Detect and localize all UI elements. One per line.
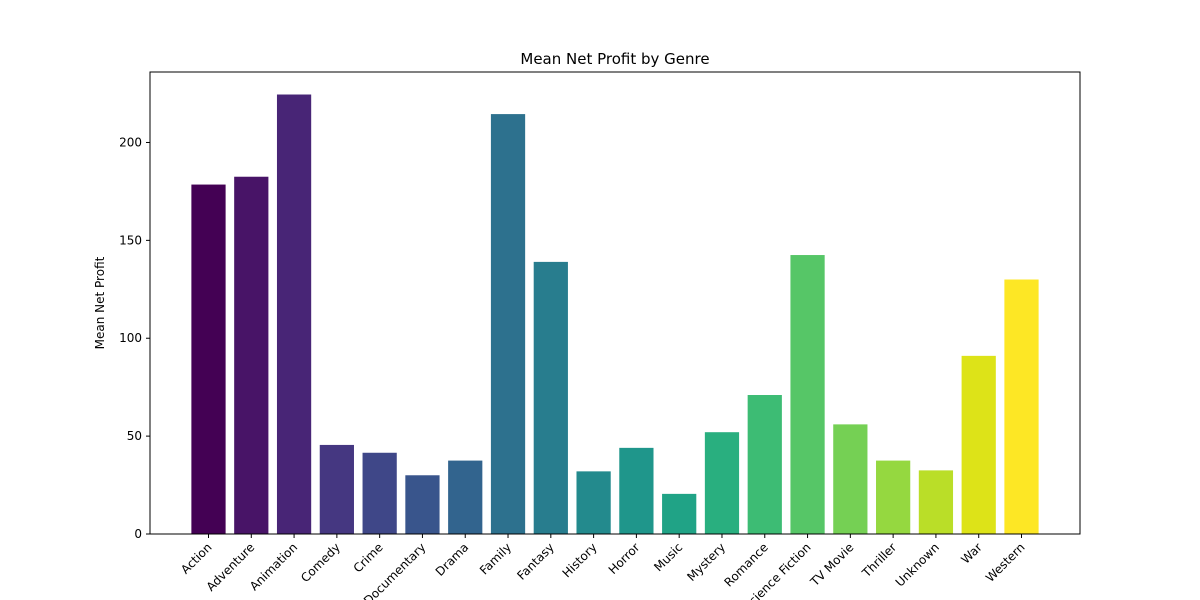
bar-mystery bbox=[704, 432, 740, 534]
x-tick-label: Drama bbox=[433, 540, 472, 579]
bar-science-fiction bbox=[790, 255, 825, 535]
y-tick-label: 50 bbox=[127, 429, 142, 443]
chart-title: Mean Net Profit by Genre bbox=[520, 50, 709, 68]
bar-thriller bbox=[876, 460, 911, 534]
y-tick-label: 100 bbox=[119, 331, 142, 345]
bar-western bbox=[1004, 279, 1039, 534]
bar-animation bbox=[276, 94, 312, 534]
x-tick-label: Unknown bbox=[893, 540, 942, 589]
y-tick-label: 200 bbox=[119, 135, 142, 149]
bar-drama bbox=[448, 460, 483, 534]
bar-music bbox=[662, 493, 697, 534]
x-tick-label: Western bbox=[983, 540, 1028, 585]
x-tick-label: Thriller bbox=[859, 540, 899, 580]
bar-romance bbox=[747, 395, 782, 534]
x-tick-label: Action bbox=[178, 540, 214, 576]
x-tick-label: Mystery bbox=[684, 540, 728, 584]
bars-group bbox=[191, 94, 1039, 535]
x-tick-label: War bbox=[958, 540, 984, 566]
bar-documentary bbox=[405, 475, 440, 534]
y-tick-label: 150 bbox=[119, 233, 142, 247]
bar-horror bbox=[619, 447, 654, 534]
bar-family bbox=[490, 114, 526, 534]
y-tick-label: 0 bbox=[134, 527, 142, 541]
x-tick-label: Fantasy bbox=[514, 540, 557, 583]
y-axis-label: Mean Net Profit bbox=[93, 256, 107, 349]
bar-comedy bbox=[319, 444, 354, 534]
plot-frame bbox=[149, 71, 1081, 535]
bar-action bbox=[191, 184, 226, 534]
x-tick-label: Music bbox=[651, 540, 685, 574]
x-tick-label: Family bbox=[477, 540, 514, 577]
bar-adventure bbox=[234, 176, 269, 535]
bar-fantasy bbox=[533, 261, 568, 534]
x-tick-label: Crime bbox=[351, 540, 386, 575]
bar-history bbox=[576, 471, 611, 534]
x-tick-label: Comedy bbox=[298, 540, 343, 585]
bar-crime bbox=[362, 452, 397, 534]
x-tick-label: TV Movie bbox=[807, 540, 856, 589]
y-ticks-group: 0 50 100 150 200 bbox=[119, 135, 150, 541]
x-tick-label: History bbox=[560, 540, 600, 580]
x-tick-label: Horror bbox=[606, 540, 643, 577]
bar-war bbox=[961, 355, 996, 534]
bar-tv-movie bbox=[833, 424, 868, 534]
bar-unknown bbox=[918, 470, 954, 534]
